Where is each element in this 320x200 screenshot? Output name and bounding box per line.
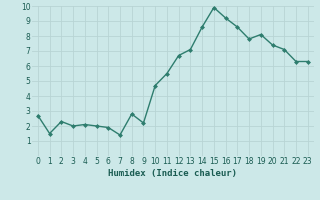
X-axis label: Humidex (Indice chaleur): Humidex (Indice chaleur) — [108, 169, 237, 178]
